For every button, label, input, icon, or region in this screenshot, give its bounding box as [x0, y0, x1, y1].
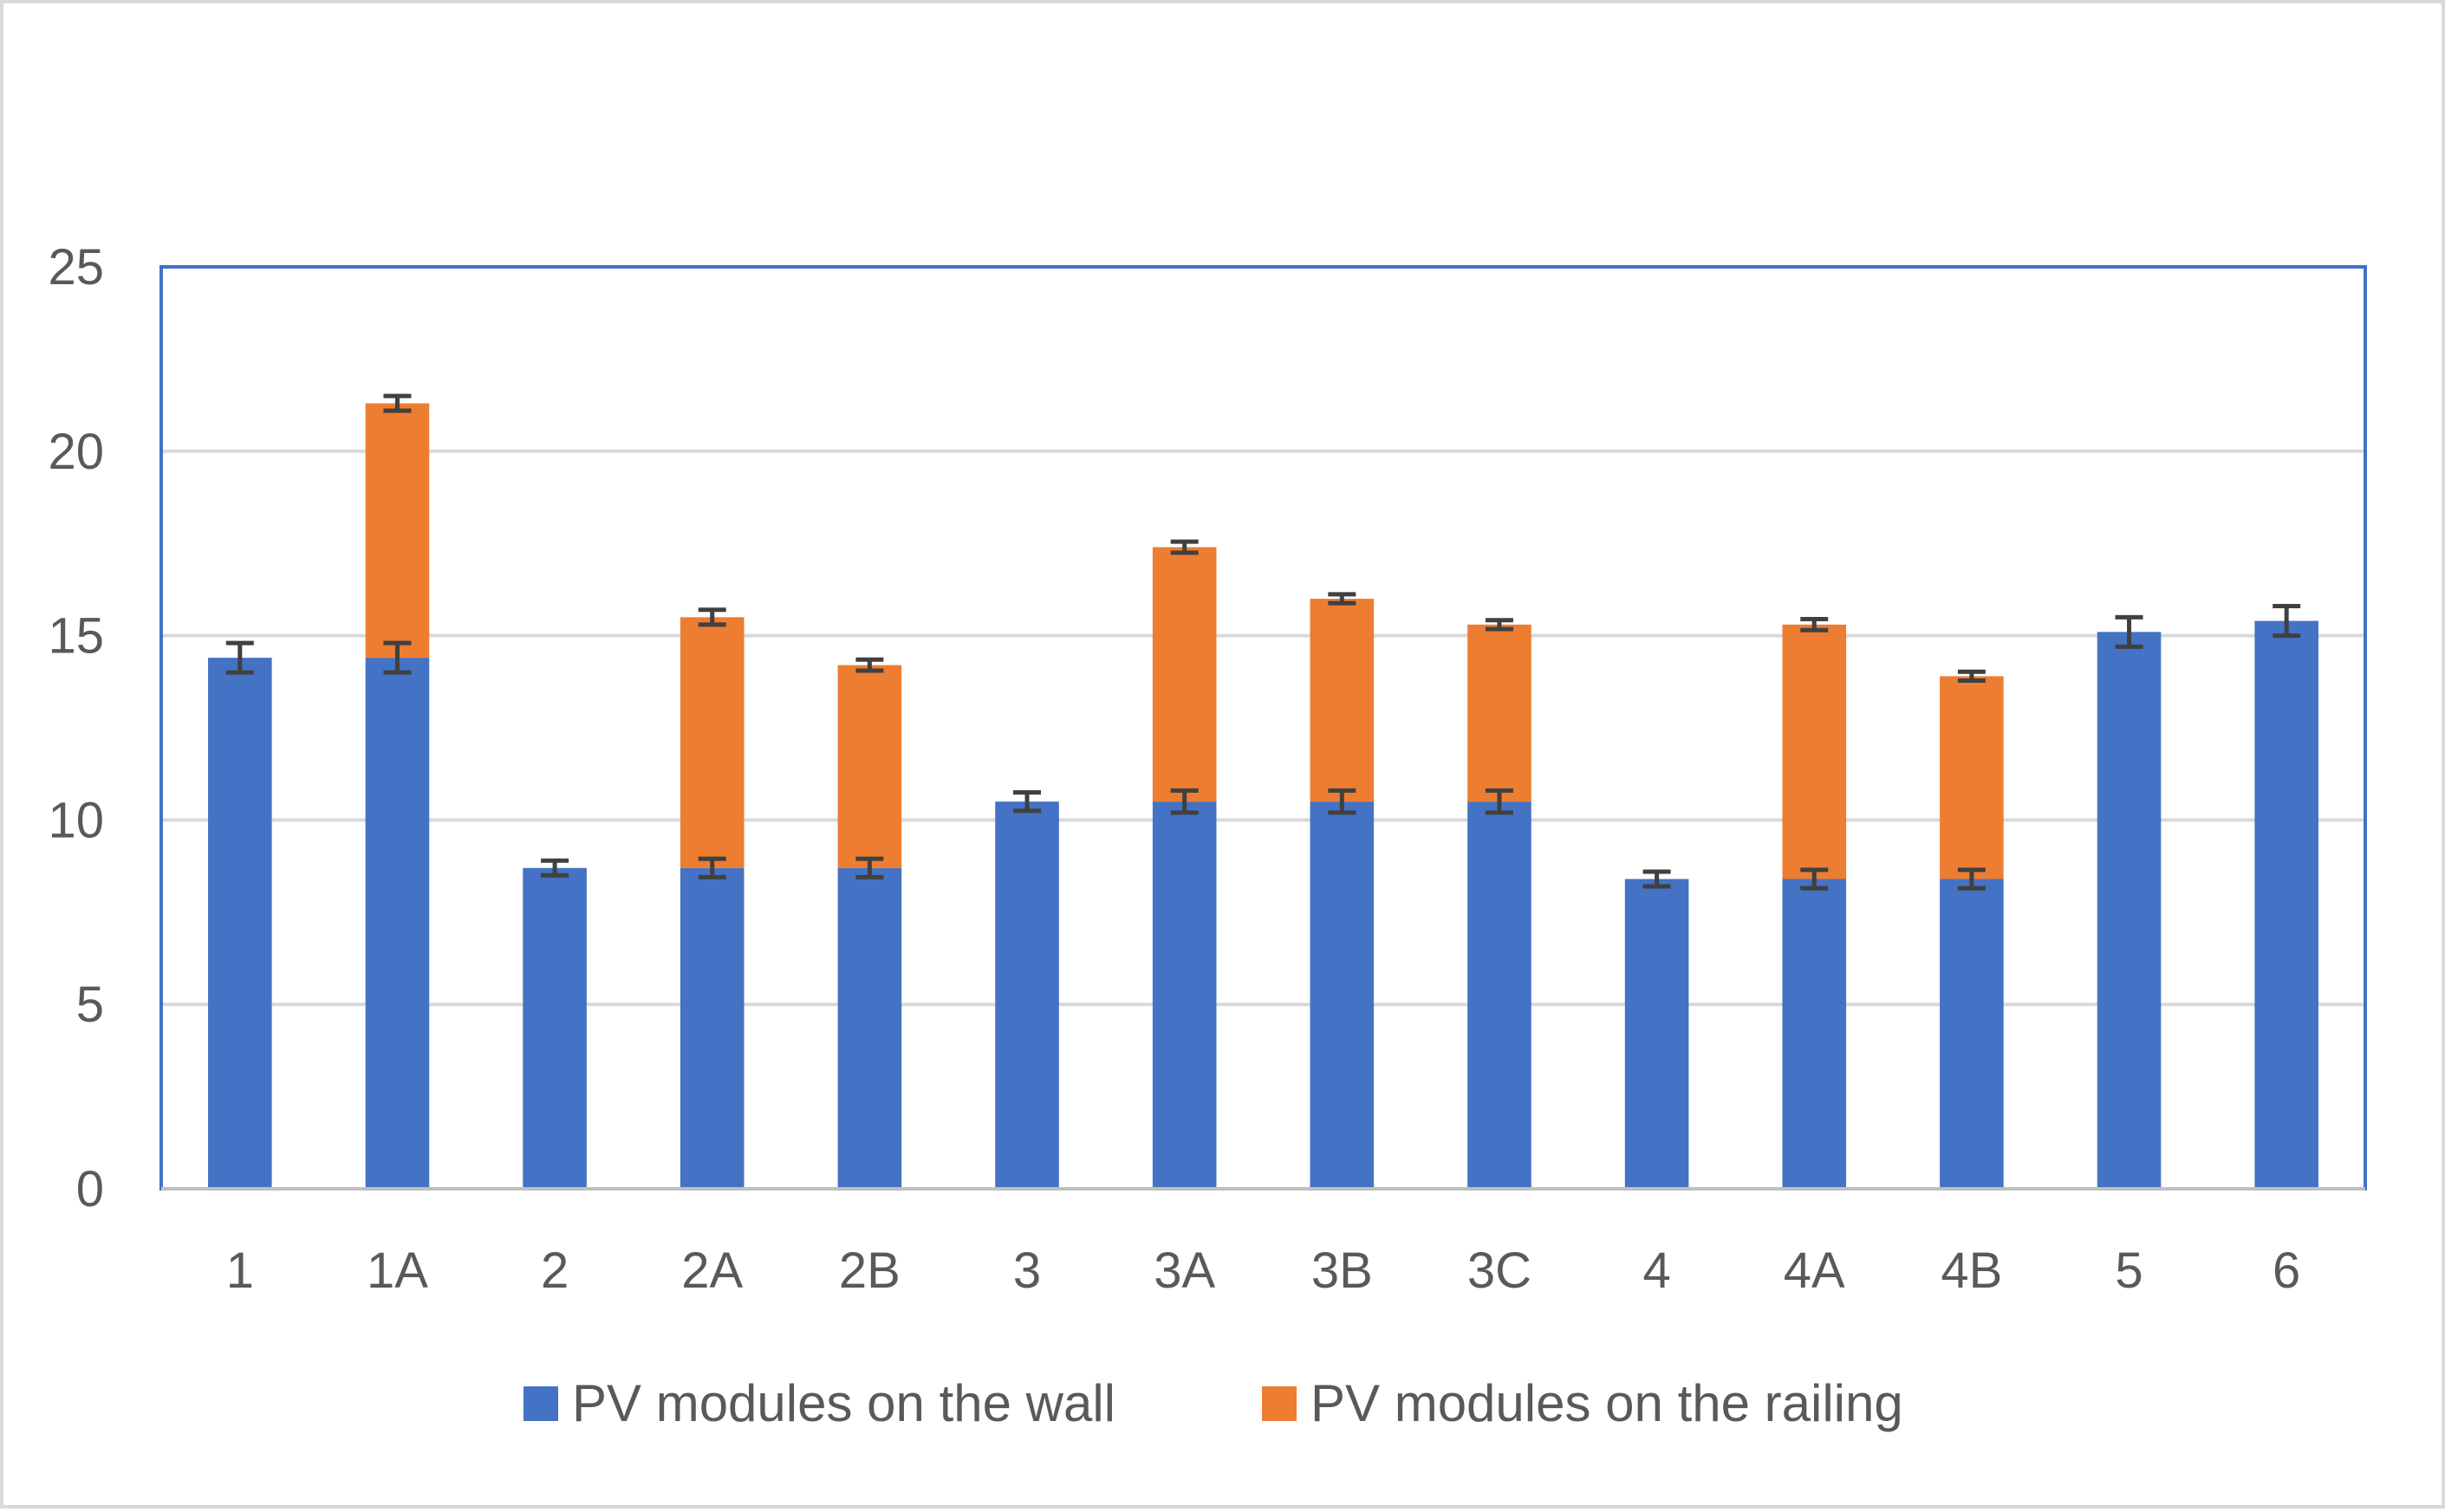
y-tick-label-10: 10 [48, 792, 104, 848]
stacked-bar-chart: 0 5 10 15 20 25 1 1A 2 2A 2B 3 3A 3B 3C 4 4A 4B 5 6 PV mod… [48, 239, 2367, 1432]
bar-railing-2B [837, 665, 902, 868]
bar-railing-4A [1782, 624, 1847, 879]
bars [208, 403, 2318, 1189]
error-bar-railing-1A [383, 393, 412, 413]
x-tick-label-5: 5 [2115, 1243, 2143, 1299]
x-tick-label-2A: 2A [681, 1243, 743, 1299]
bar-wall-2 [523, 867, 587, 1189]
error-bar-wall-4A [1800, 867, 1829, 891]
error-bar-wall-1 [225, 640, 254, 675]
error-bar-railing-4A [1800, 616, 1829, 633]
x-tick-label-2B: 2B [839, 1243, 901, 1299]
error-bar-railing-2B [855, 657, 884, 673]
bar-wall-4 [1624, 879, 1689, 1189]
error-bar-wall-2A [698, 856, 726, 879]
x-tick-label-2: 2 [541, 1243, 569, 1299]
bar-railing-3B [1310, 599, 1375, 802]
bar-railing-3A [1152, 547, 1217, 802]
x-tick-label-3B: 3B [1311, 1243, 1373, 1299]
bar-wall-3C [1467, 801, 1531, 1189]
bar-railing-4B [1940, 676, 2004, 879]
bar-wall-6 [2254, 620, 2318, 1189]
error-bar-wall-3B [1328, 788, 1356, 815]
legend-label-railing: PV modules on the railing [1310, 1374, 1903, 1432]
y-axis-tick-labels: 0 5 10 15 20 25 [48, 239, 104, 1217]
axes [159, 265, 2367, 1191]
y-tick-label-0: 0 [76, 1161, 104, 1217]
bar-wall-3 [995, 801, 1059, 1189]
error-bar-railing-2A [698, 607, 726, 627]
y-tick-label-20: 20 [48, 424, 104, 480]
x-tick-label-4A: 4A [1784, 1243, 1845, 1299]
bar-wall-1A [365, 658, 430, 1189]
error-bar-wall-2B [855, 856, 884, 879]
error-bar-wall-6 [2273, 604, 2301, 639]
plot-area-border [159, 265, 2367, 1191]
legend-swatch-wall [523, 1386, 558, 1421]
bar-railing-2A [680, 617, 745, 868]
y-tick-label-25: 25 [48, 239, 104, 295]
bar-wall-5 [2097, 632, 2162, 1189]
error-bar-wall-4B [1957, 867, 1986, 891]
bar-wall-4A [1782, 879, 1847, 1189]
error-bar-wall-1A [383, 640, 412, 675]
x-tick-label-3: 3 [1013, 1243, 1041, 1299]
error-bar-railing-4B [1957, 669, 1986, 684]
bar-wall-2A [680, 867, 745, 1189]
error-bar-wall-3A [1170, 788, 1199, 815]
bar-wall-1 [208, 658, 272, 1189]
y-tick-label-5: 5 [76, 977, 104, 1033]
bar-wall-2B [837, 867, 902, 1189]
error-bar-wall-3 [1013, 789, 1042, 814]
x-tick-label-4: 4 [1642, 1243, 1670, 1299]
x-axis-tick-labels: 1 1A 2 2A 2B 3 3A 3B 3C 4 4A 4B 5 6 [226, 1243, 2301, 1299]
error-bar-wall-2 [541, 858, 569, 878]
x-tick-label-3C: 3C [1467, 1243, 1531, 1299]
legend-swatch-railing [1262, 1386, 1297, 1421]
bar-railing-1A [365, 403, 430, 659]
x-tick-label-1A: 1A [367, 1243, 428, 1299]
legend-item-wall: PV modules on the wall [523, 1374, 1115, 1432]
error-bar-wall-3C [1485, 788, 1513, 815]
legend-item-railing: PV modules on the railing [1262, 1374, 1903, 1432]
x-tick-label-6: 6 [2273, 1243, 2300, 1299]
bar-wall-4B [1940, 879, 2004, 1189]
x-tick-label-4B: 4B [1941, 1243, 2002, 1299]
bar-railing-3C [1467, 624, 1531, 802]
error-bar-railing-3C [1485, 618, 1513, 632]
bar-wall-3A [1152, 801, 1217, 1189]
error-bar-wall-5 [2115, 614, 2143, 649]
x-tick-label-3A: 3A [1154, 1243, 1215, 1299]
error-bars [225, 393, 2301, 891]
x-tick-label-1: 1 [226, 1243, 254, 1299]
error-bar-railing-3B [1328, 592, 1356, 606]
legend: PV modules on the wall PV modules on the … [523, 1374, 1903, 1432]
legend-label-wall: PV modules on the wall [572, 1374, 1115, 1432]
error-bar-wall-4 [1642, 869, 1671, 889]
gridlines [161, 265, 2365, 1007]
bar-wall-3B [1310, 801, 1375, 1189]
y-tick-label-15: 15 [48, 608, 104, 665]
error-bar-railing-3A [1170, 539, 1199, 555]
